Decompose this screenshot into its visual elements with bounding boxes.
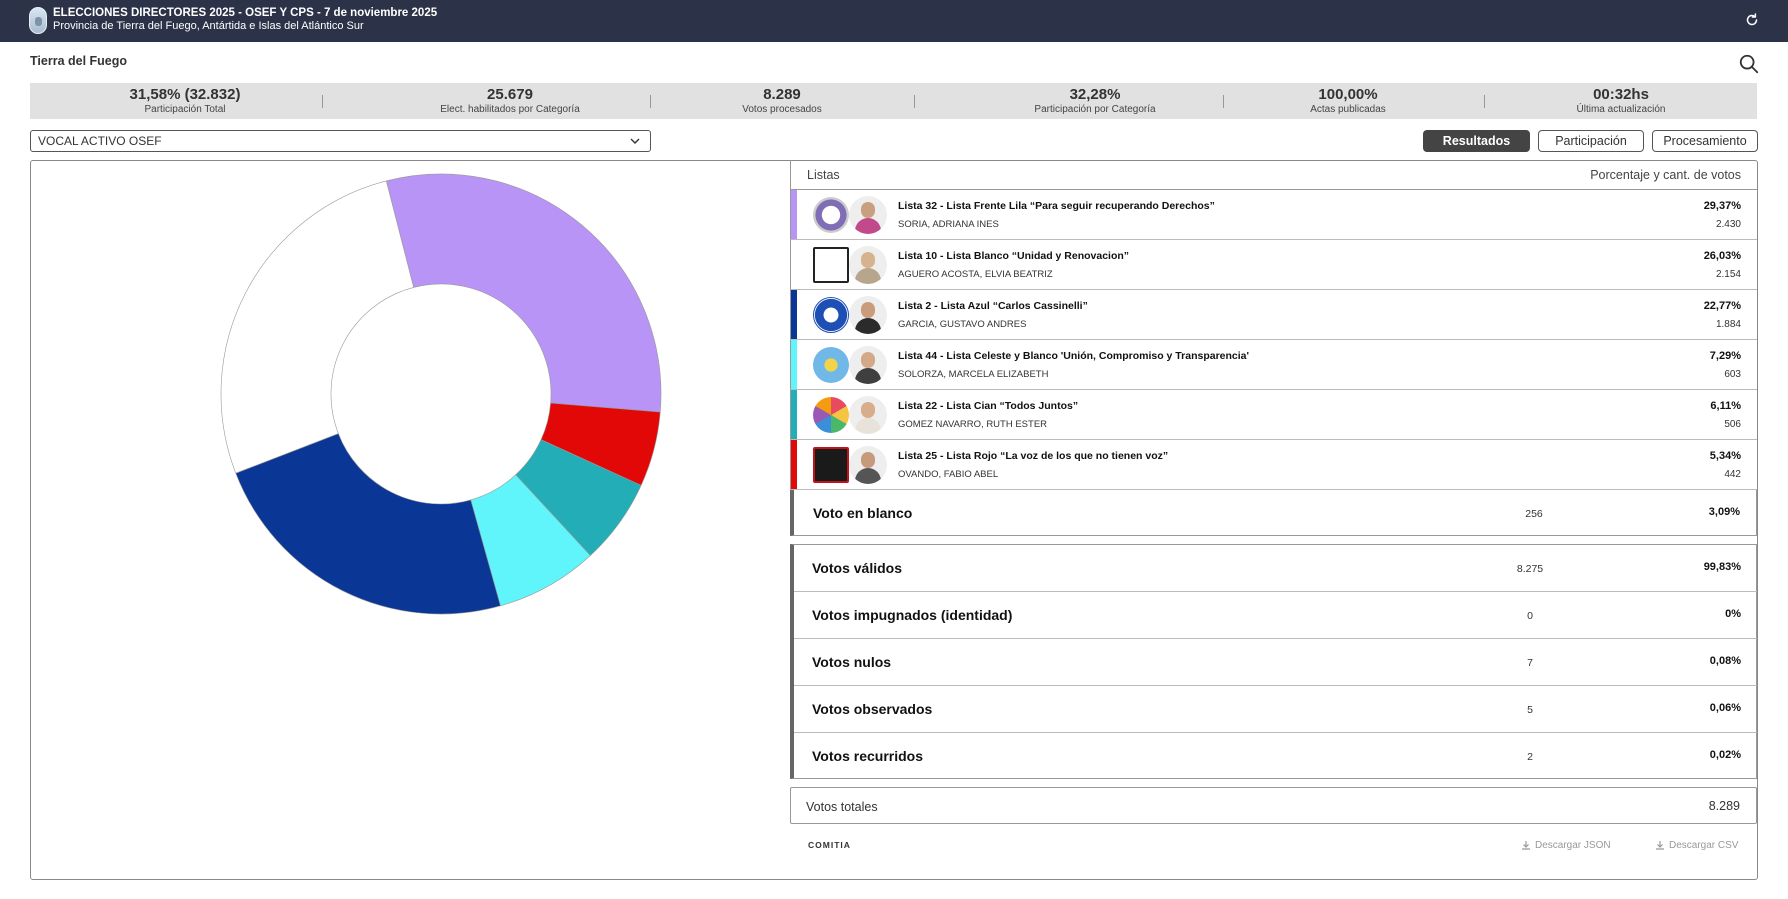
category-select-value: VOCAL ACTIVO OSEF [38, 134, 162, 148]
list-logo [813, 447, 849, 483]
donut-slice-lista-32[interactable] [385, 173, 662, 413]
list-row: Lista 44 - Lista Celeste y Blanco 'Unión… [790, 340, 1757, 390]
election-title: ELECCIONES DIRECTORES 2025 - OSEF Y CPS … [53, 7, 438, 19]
search-icon[interactable] [1738, 53, 1760, 75]
candidate-photo [849, 346, 887, 384]
divider [650, 95, 651, 108]
divider [1223, 95, 1224, 108]
list-name: Lista 25 - Lista Rojo “La voz de los que… [898, 450, 1169, 462]
blank-vote-label: Voto en blanco [813, 505, 913, 521]
blank-vote-count: 256 [1525, 508, 1543, 520]
tab-participacion[interactable]: Participación [1538, 130, 1644, 152]
stat-enabled-electors: 25.679 Elect. habilitados por Categoría [440, 86, 580, 115]
candidate-name: SORIA, ADRIANA INES [898, 219, 999, 230]
refresh-icon[interactable] [1743, 11, 1761, 29]
list-color-bar [791, 290, 797, 339]
list-name: Lista 2 - Lista Azul “Carlos Cassinelli” [898, 300, 1088, 312]
divider [322, 95, 323, 108]
blank-vote-pct: 3,09% [1708, 506, 1740, 518]
province-seal-icon [29, 7, 47, 34]
total-votes-row: Votos totales 8.289 [790, 787, 1757, 824]
divider [1484, 95, 1485, 108]
results-table-header: Listas Porcentaje y cant. de votos [790, 160, 1757, 190]
summary-row-null: Votos nulos 7 0,08% [794, 638, 1757, 685]
list-votes: 442 [1724, 469, 1741, 480]
list-name: Lista 32 - Lista Frente Lila “Para segui… [898, 200, 1215, 212]
list-name: Lista 44 - Lista Celeste y Blanco 'Unión… [898, 350, 1250, 362]
tab-resultados[interactable]: Resultados [1423, 130, 1530, 152]
list-votes: 506 [1724, 419, 1741, 430]
candidate-name: AGUERO ACOSTA, ELVIA BEATRIZ [898, 269, 1053, 280]
stat-published-records: 100,00% Actas publicadas [1310, 86, 1386, 115]
candidate-photo [849, 246, 887, 284]
stat-processed-votes: 8.289 Votos procesados [742, 86, 822, 115]
summary-row-appealed: Votos recurridos 2 0,02% [794, 732, 1757, 779]
download-icon [1656, 841, 1664, 850]
list-color-bar [791, 440, 797, 489]
summary-row-observed: Votos observados 5 0,06% [794, 685, 1757, 732]
list-row: Lista 32 - Lista Frente Lila “Para segui… [790, 190, 1757, 240]
list-logo [813, 247, 849, 283]
top-bar: ELECCIONES DIRECTORES 2025 - OSEF Y CPS … [0, 0, 1788, 42]
location-label: Tierra del Fuego [30, 54, 128, 68]
summary-row-valid: Votos válidos 8.275 99,83% [812, 560, 1741, 576]
list-color-bar [791, 190, 797, 239]
total-votes-label: Votos totales [806, 800, 878, 814]
list-row: Lista 10 - Lista Blanco “Unidad y Renova… [790, 240, 1757, 290]
list-row: Lista 2 - Lista Azul “Carlos Cassinelli”… [790, 290, 1757, 340]
candidate-photo [849, 296, 887, 334]
blank-vote-row: Voto en blanco 256 3,09% [790, 490, 1757, 536]
list-row: Lista 25 - Lista Rojo “La voz de los que… [790, 440, 1757, 490]
list-logo [813, 397, 849, 433]
download-csv-link[interactable]: Descargar CSV [1655, 840, 1738, 851]
list-votes: 603 [1724, 369, 1741, 380]
list-name: Lista 10 - Lista Blanco “Unidad y Renova… [898, 250, 1130, 262]
stat-total-participation: 31,58% (32.832) Participación Total [129, 86, 241, 115]
list-percentage: 29,37% [1703, 200, 1741, 212]
list-percentage: 6,11% [1710, 400, 1741, 412]
download-json-link[interactable]: Descargar JSON [1521, 840, 1611, 851]
list-percentage: 7,29% [1709, 350, 1741, 362]
list-votes: 2.154 [1715, 269, 1741, 280]
list-logo [813, 297, 849, 333]
stat-category-participation: 32,28% Participación por Categoría [1034, 86, 1156, 115]
list-votes: 2.430 [1715, 219, 1741, 230]
total-votes-value: 8.289 [1708, 799, 1740, 813]
candidate-photo [849, 196, 887, 234]
summary-row-challenged: Votos impugnados (identidad) 0 0% [794, 591, 1757, 638]
stat-last-update: 00:32hs Última actualización [1576, 86, 1666, 115]
candidate-name: OVANDO, FABIO ABEL [898, 469, 999, 480]
candidate-photo [849, 446, 887, 484]
list-row: Lista 22 - Lista Cian “Todos Juntos” GOM… [790, 390, 1757, 440]
results-donut-chart [220, 173, 662, 615]
tab-procesamiento[interactable]: Procesamiento [1652, 130, 1758, 152]
vote-summary-box [790, 544, 1757, 779]
list-color-bar [791, 240, 797, 289]
candidate-name: GOMEZ NAVARRO, RUTH ESTER [898, 419, 1048, 430]
list-name: Lista 22 - Lista Cian “Todos Juntos” [898, 400, 1079, 412]
download-icon [1522, 841, 1530, 850]
candidate-name: GARCIA, GUSTAVO ANDRES [898, 319, 1027, 330]
donut-slice-lista-10[interactable] [220, 180, 415, 474]
list-color-bar [791, 390, 797, 439]
list-votes: 1.884 [1715, 319, 1741, 330]
list-logo [813, 197, 849, 233]
list-percentage: 26,03% [1703, 250, 1741, 262]
candidate-photo [849, 396, 887, 434]
column-header-values: Porcentaje y cant. de votos [1590, 168, 1741, 182]
chevron-down-icon [630, 138, 640, 144]
donut-slice-lista-2[interactable] [235, 433, 501, 615]
category-select[interactable]: VOCAL ACTIVO OSEF [30, 130, 651, 152]
column-header-lists: Listas [807, 168, 840, 182]
results-panel [30, 160, 1758, 880]
list-percentage: 5,34% [1709, 450, 1741, 462]
stats-bar: 31,58% (32.832) Participación Total 25.6… [30, 83, 1757, 119]
candidate-name: SOLORZA, MARCELA ELIZABETH [898, 369, 1049, 380]
list-percentage: 22,77% [1703, 300, 1741, 312]
list-color-bar [791, 340, 797, 389]
list-logo [813, 347, 849, 383]
divider [914, 95, 915, 108]
election-subtitle: Provincia de Tierra del Fuego, Antártida… [53, 20, 364, 32]
comitia-logo: COMITIA [808, 840, 851, 850]
